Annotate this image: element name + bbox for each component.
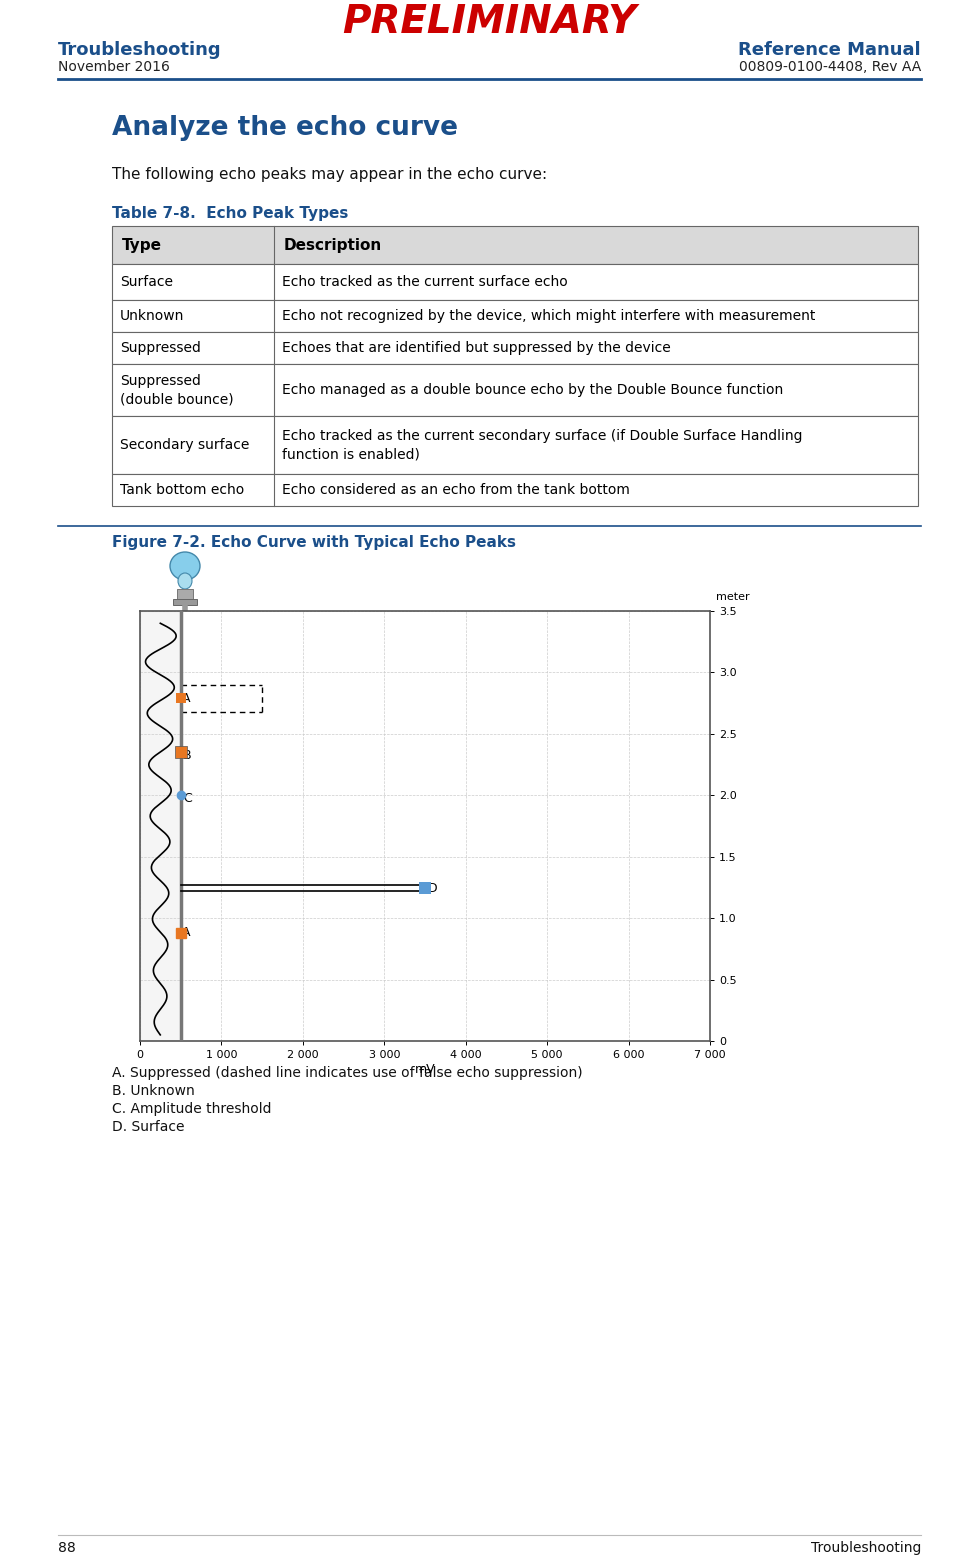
Text: Echo considered as an echo from the tank bottom: Echo considered as an echo from the tank… bbox=[282, 483, 629, 497]
Text: C. Amplitude threshold: C. Amplitude threshold bbox=[111, 1102, 271, 1116]
Text: Troubleshooting: Troubleshooting bbox=[810, 1541, 920, 1555]
Bar bbox=[111, 301, 917, 332]
Text: Secondary surface: Secondary surface bbox=[120, 438, 249, 452]
Text: PRELIMINARY: PRELIMINARY bbox=[342, 3, 636, 40]
Text: Troubleshooting: Troubleshooting bbox=[58, 40, 221, 59]
Text: Suppressed: Suppressed bbox=[120, 374, 200, 388]
Text: B: B bbox=[183, 749, 192, 763]
Bar bbox=[140, 610, 181, 1042]
Text: Description: Description bbox=[284, 238, 381, 252]
Text: A: A bbox=[182, 926, 191, 939]
Bar bbox=[111, 332, 917, 364]
Text: Echoes that are identified but suppressed by the device: Echoes that are identified but suppresse… bbox=[282, 341, 670, 355]
Bar bbox=[173, 599, 197, 606]
Text: November 2016: November 2016 bbox=[58, 61, 170, 75]
Text: Echo not recognized by the device, which might interfere with measurement: Echo not recognized by the device, which… bbox=[282, 308, 815, 322]
Text: Echo managed as a double bounce echo by the Double Bounce function: Echo managed as a double bounce echo by … bbox=[282, 383, 782, 397]
X-axis label: mV: mV bbox=[415, 1063, 435, 1076]
Text: The following echo peaks may appear in the echo curve:: The following echo peaks may appear in t… bbox=[111, 167, 547, 182]
Text: Figure 7-2. Echo Curve with Typical Echo Peaks: Figure 7-2. Echo Curve with Typical Echo… bbox=[111, 534, 515, 550]
Text: Echo tracked as the current surface echo: Echo tracked as the current surface echo bbox=[282, 276, 567, 290]
Text: Echo tracked as the current secondary surface (if Double Surface Handling: Echo tracked as the current secondary su… bbox=[282, 430, 802, 444]
Text: 00809-0100-4408, Rev AA: 00809-0100-4408, Rev AA bbox=[738, 61, 920, 75]
Text: Type: Type bbox=[122, 238, 161, 252]
Text: Surface: Surface bbox=[120, 276, 173, 290]
Bar bbox=[111, 473, 917, 506]
Text: Analyze the echo curve: Analyze the echo curve bbox=[111, 115, 458, 142]
Ellipse shape bbox=[170, 553, 200, 581]
Text: D. Surface: D. Surface bbox=[111, 1119, 184, 1133]
Text: Table 7-8.  Echo Peak Types: Table 7-8. Echo Peak Types bbox=[111, 206, 348, 221]
Text: Suppressed: Suppressed bbox=[120, 341, 200, 355]
Bar bbox=[111, 226, 917, 265]
Text: D: D bbox=[427, 881, 436, 895]
Bar bbox=[111, 416, 917, 473]
Text: 88: 88 bbox=[58, 1541, 75, 1555]
Text: A: A bbox=[182, 691, 191, 705]
Text: A. Suppressed (dashed line indicates use of false echo suppression): A. Suppressed (dashed line indicates use… bbox=[111, 1067, 582, 1081]
Bar bbox=[111, 364, 917, 416]
Text: (double bounce): (double bounce) bbox=[120, 392, 234, 406]
Ellipse shape bbox=[178, 573, 192, 589]
Text: Tank bottom echo: Tank bottom echo bbox=[120, 483, 244, 497]
Text: Unknown: Unknown bbox=[120, 308, 184, 322]
Text: meter: meter bbox=[715, 592, 748, 603]
Bar bbox=[111, 265, 917, 301]
Text: B. Unknown: B. Unknown bbox=[111, 1084, 195, 1098]
Text: Reference Manual: Reference Manual bbox=[737, 40, 920, 59]
Text: C: C bbox=[183, 793, 192, 805]
Bar bbox=[177, 589, 193, 601]
Text: function is enabled): function is enabled) bbox=[282, 447, 420, 461]
